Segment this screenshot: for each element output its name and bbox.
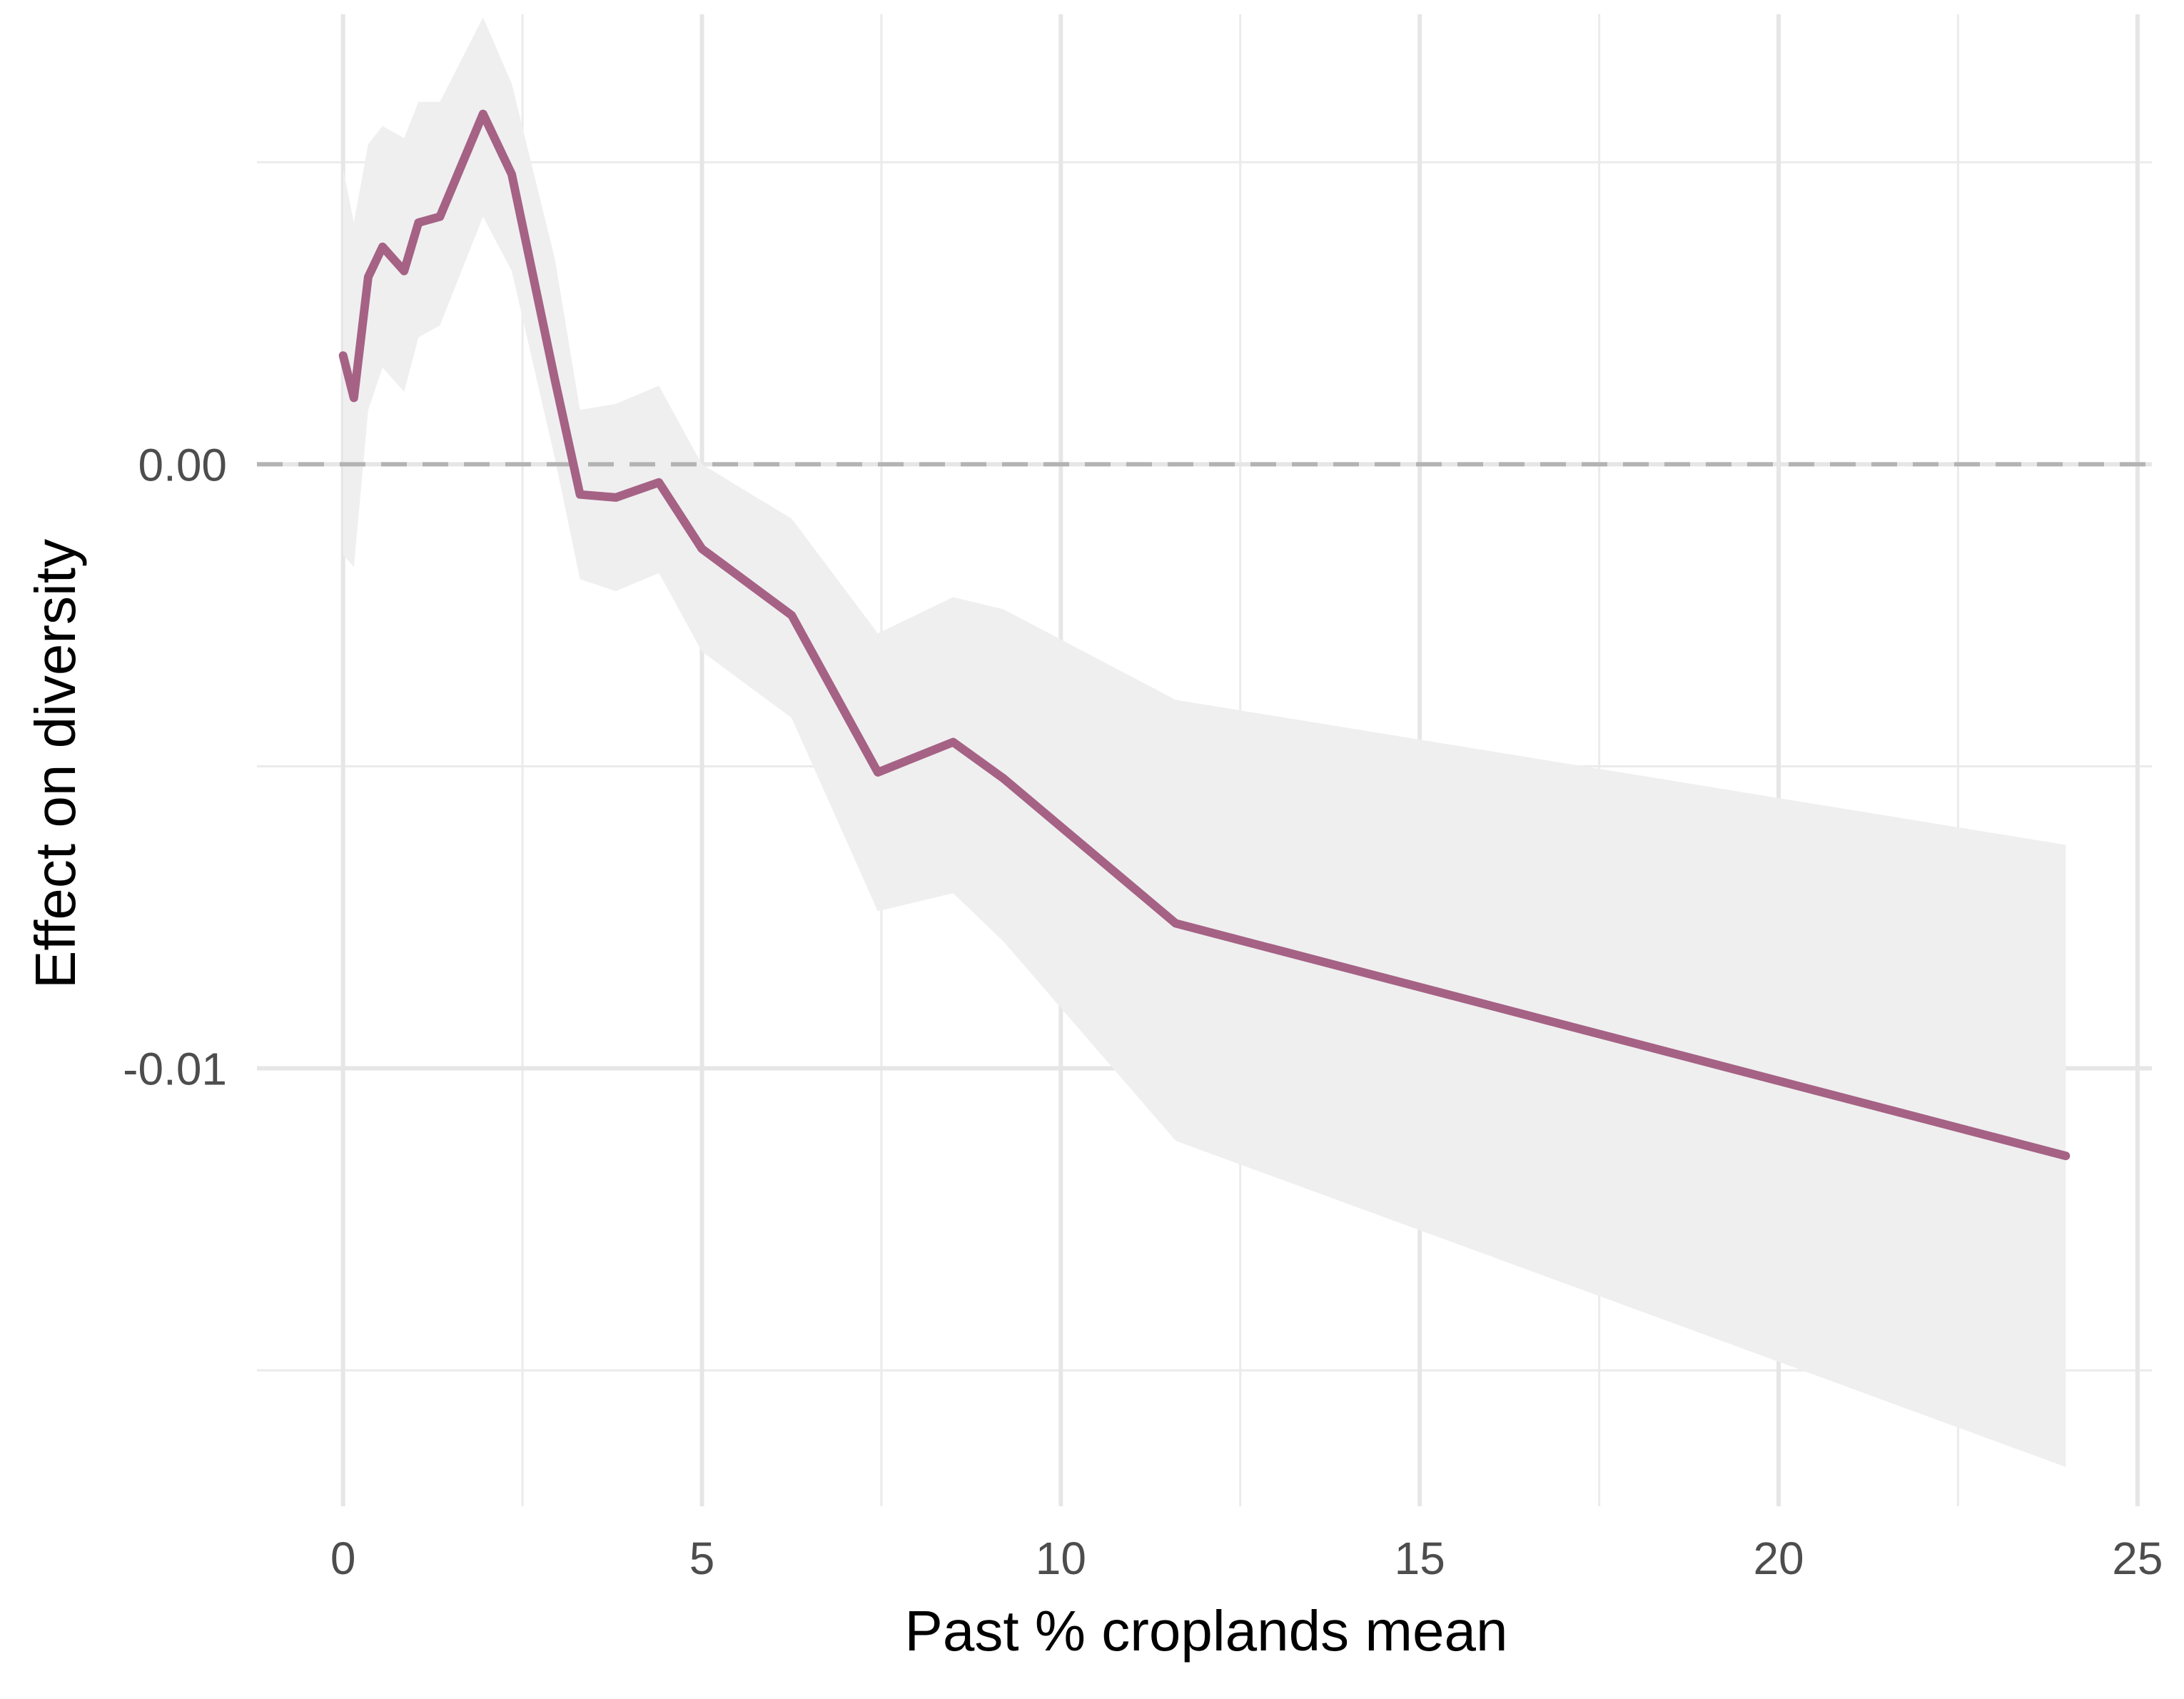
y-tick-label: -0.01	[123, 1044, 227, 1095]
effect-line	[338, 109, 2071, 1161]
effect-line-layer	[338, 109, 2071, 1161]
y-axis-label: Effect on diversity	[24, 539, 87, 989]
x-tick-label: 15	[1395, 1533, 1445, 1584]
y-axis-tick-labels: 0.00 -0.01	[123, 439, 227, 1094]
x-axis-label: Past % croplands mean	[905, 1599, 1508, 1663]
x-tick-label: 25	[2112, 1533, 2163, 1584]
x-tick-label: 0	[330, 1533, 356, 1584]
x-axis-tick-labels: 0 5 10 15 20 25	[330, 1533, 2163, 1584]
confidence-ribbon	[343, 17, 2066, 1468]
x-tick-label: 10	[1036, 1533, 1086, 1584]
confidence-ribbon-layer	[343, 17, 2066, 1468]
x-tick-label: 20	[1753, 1533, 1804, 1584]
y-tick-label: 0.00	[138, 439, 227, 490]
x-tick-label: 5	[689, 1533, 715, 1584]
